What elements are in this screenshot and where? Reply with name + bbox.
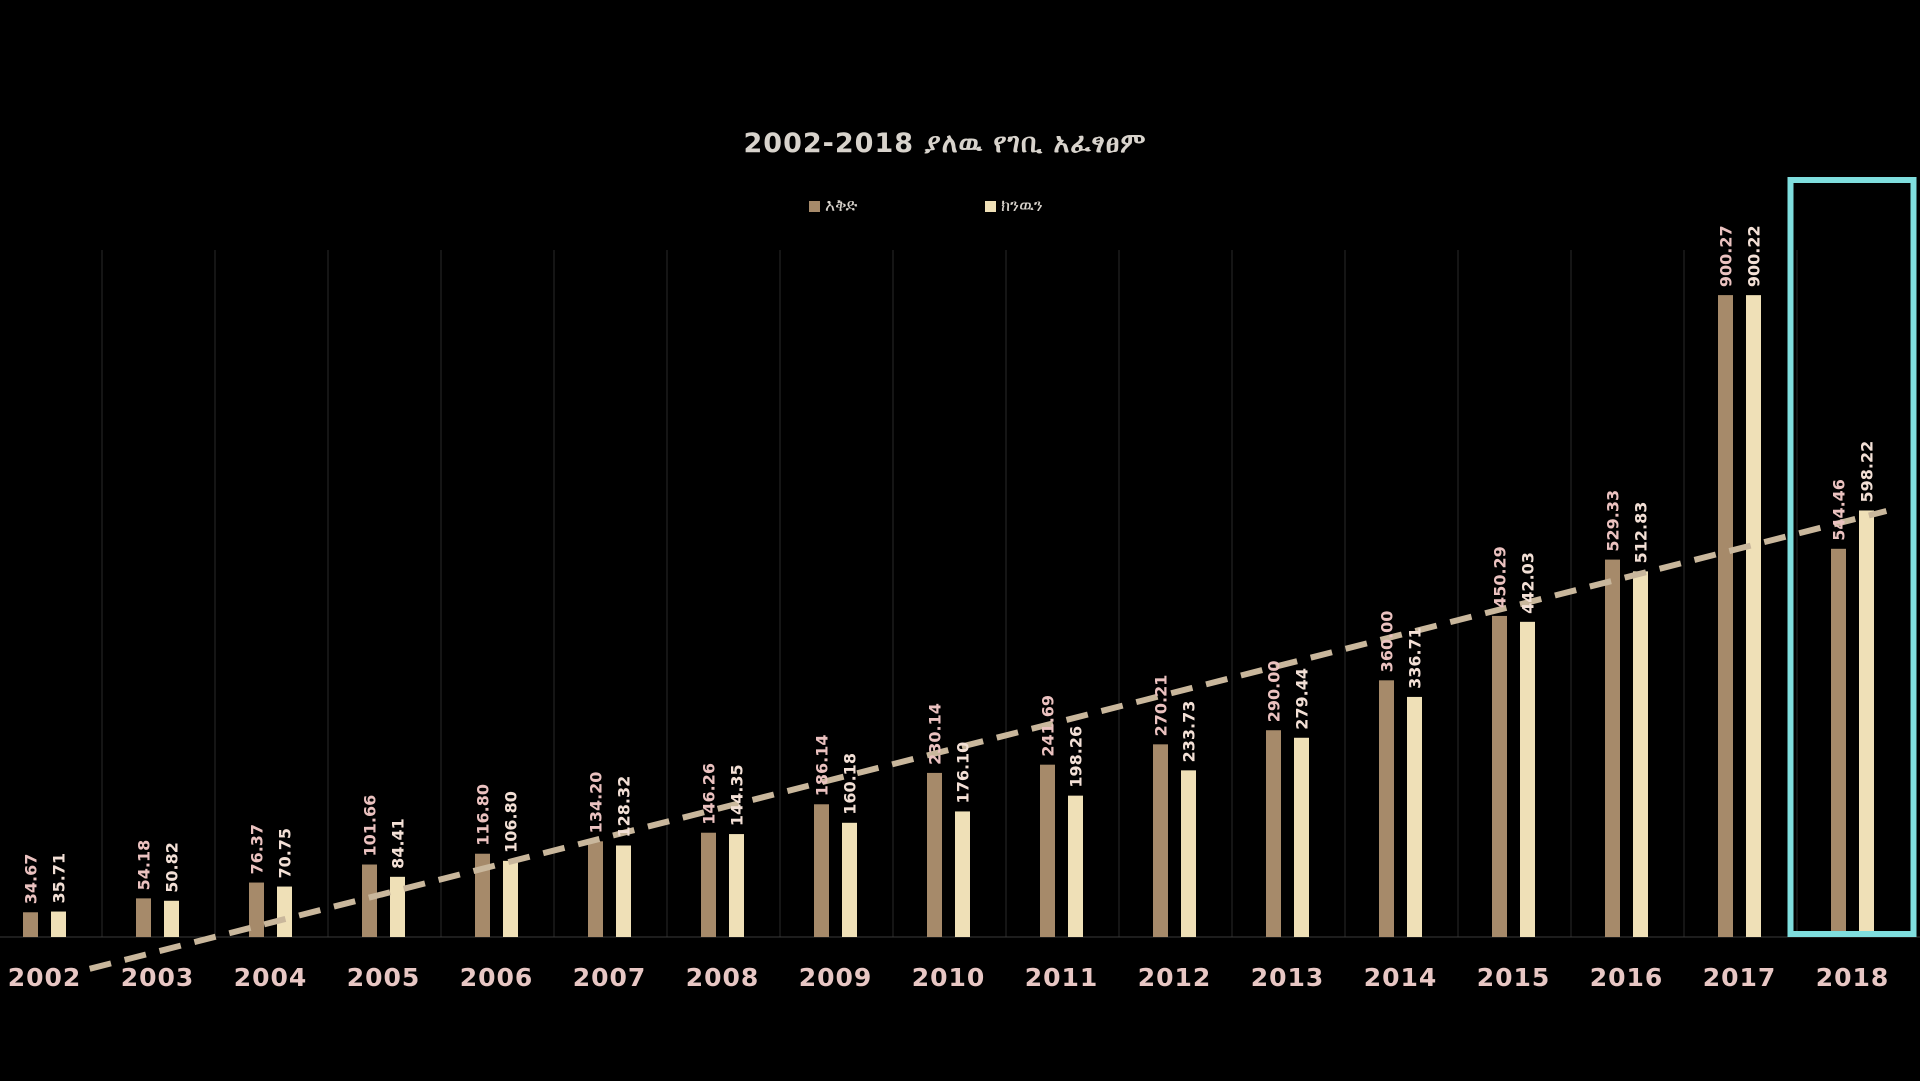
- bars: [23, 295, 1874, 937]
- x-tick-2004: 2004: [234, 963, 308, 992]
- bar-actual-2005: [390, 876, 405, 937]
- data-label-actual-2009: 160.18: [841, 753, 860, 815]
- bar-plan-2015: [1492, 615, 1507, 937]
- data-label-plan-2012: 270.21: [1152, 675, 1171, 737]
- chart-title: 2002-2018 ያለዉ የገቢ አፈፃፀም: [744, 128, 1147, 159]
- bar-actual-2007: [616, 845, 631, 937]
- x-tick-2009: 2009: [799, 963, 873, 992]
- x-tick-2016: 2016: [1590, 963, 1664, 992]
- x-axis-ticks: 2002 2003 2004 2005 2006 2007 2008 2009 2010 2011…: [8, 963, 1890, 992]
- bar-actual-2011: [1068, 795, 1083, 937]
- x-tick-2012: 2012: [1138, 963, 1212, 992]
- data-label-actual-2016: 512.83: [1632, 502, 1651, 564]
- data-label-plan-2003: 54.18: [135, 840, 154, 891]
- x-tick-2002: 2002: [8, 963, 82, 992]
- bar-plan-2013: [1266, 730, 1281, 937]
- x-tick-2017: 2017: [1703, 963, 1777, 992]
- bar-actual-2017: [1746, 295, 1761, 937]
- x-tick-2011: 2011: [1025, 963, 1099, 992]
- trendline-layer: [88, 508, 1888, 972]
- bar-plan-2003: [136, 898, 151, 937]
- bar-actual-2006: [503, 860, 518, 937]
- bar-plan-2008: [701, 832, 716, 937]
- data-label-plan-2015: 450.29: [1491, 546, 1510, 608]
- x-tick-2018: 2018: [1816, 963, 1890, 992]
- data-label-actual-2011: 198.26: [1067, 726, 1086, 788]
- bar-plan-2005: [362, 864, 377, 937]
- data-label-plan-2009: 186.14: [813, 735, 832, 797]
- data-label-actual-2018: 598.22: [1858, 441, 1877, 503]
- data-label-plan-2007: 134.20: [587, 772, 606, 834]
- highlight-box-2018: [1787, 177, 1917, 937]
- bar-actual-2004: [277, 886, 292, 937]
- data-label-plan-2018: 544.46: [1830, 479, 1849, 541]
- data-label-actual-2013: 279.44: [1293, 668, 1312, 730]
- bar-plan-2017: [1718, 295, 1733, 937]
- bar-actual-2012: [1181, 770, 1196, 937]
- data-label-actual-2003: 50.82: [163, 842, 182, 893]
- legend-swatch-actual: [985, 201, 996, 212]
- bar-actual-2010: [955, 811, 970, 937]
- data-label-actual-2015: 442.03: [1519, 552, 1538, 614]
- data-label-actual-2002: 35.71: [50, 853, 69, 904]
- data-label-actual-2008: 144.35: [728, 764, 747, 826]
- data-label-plan-2002: 34.67: [22, 854, 41, 905]
- bar-actual-2013: [1294, 737, 1309, 937]
- bar-plan-2007: [588, 841, 603, 937]
- data-label-plan-2016: 529.33: [1604, 490, 1623, 552]
- data-label-actual-2005: 84.41: [389, 818, 408, 869]
- legend-swatch-plan: [809, 201, 820, 212]
- bar-actual-2003: [164, 900, 179, 937]
- bar-actual-2009: [842, 822, 857, 937]
- bar-plan-2014: [1379, 680, 1394, 937]
- data-label-plan-2017: 900.27: [1717, 225, 1736, 287]
- data-label-plan-2005: 101.66: [361, 795, 380, 857]
- bar-actual-2008: [729, 834, 744, 937]
- bar-plan-2010: [927, 772, 942, 937]
- bar-plan-2018: [1831, 548, 1846, 937]
- x-tick-2003: 2003: [121, 963, 195, 992]
- data-label-plan-2008: 146.26: [700, 763, 719, 825]
- data-label-plan-2006: 116.80: [474, 784, 493, 846]
- data-label-plan-2013: 290.00: [1265, 660, 1284, 722]
- legend: እቅድ ክንዉን: [809, 196, 1043, 216]
- highlight-layer: [1787, 177, 1917, 937]
- data-label-plan-2004: 76.37: [248, 824, 267, 875]
- x-tick-2013: 2013: [1251, 963, 1325, 992]
- bar-plan-2006: [475, 853, 490, 937]
- data-label-actual-2006: 106.80: [502, 791, 521, 853]
- bar-plan-2016: [1605, 559, 1620, 937]
- data-label-actual-2007: 128.32: [615, 776, 634, 838]
- bar-actual-2014: [1407, 696, 1422, 937]
- data-label-actual-2010: 176.10: [954, 742, 973, 804]
- data-label-plan-2010: 230.14: [926, 703, 945, 765]
- data-label-actual-2012: 233.73: [1180, 701, 1199, 763]
- bar-plan-2012: [1153, 744, 1168, 937]
- bar-plan-2011: [1040, 764, 1055, 937]
- data-label-actual-2004: 70.75: [276, 828, 295, 879]
- legend-label-plan: እቅድ: [825, 196, 858, 216]
- bar-plan-2009: [814, 804, 829, 937]
- x-tick-2008: 2008: [686, 963, 760, 992]
- bar-actual-2015: [1520, 621, 1535, 937]
- data-label-actual-2014: 336.71: [1406, 627, 1425, 689]
- bar-actual-2002: [51, 911, 66, 937]
- x-tick-2006: 2006: [460, 963, 534, 992]
- trendline: [88, 508, 1888, 972]
- data-label-plan-2014: 360.00: [1378, 611, 1397, 673]
- legend-label-actual: ክንዉን: [1001, 196, 1043, 216]
- bar-actual-2016: [1633, 571, 1648, 937]
- bar-actual-2018: [1859, 510, 1874, 937]
- data-labels: 34.67 35.71 54.18 50.82 76.37 70.75 101.66 84.4…: [22, 225, 1877, 904]
- x-tick-2014: 2014: [1364, 963, 1438, 992]
- x-tick-2005: 2005: [347, 963, 421, 992]
- bar-plan-2002: [23, 912, 38, 937]
- data-label-actual-2017: 900.22: [1745, 225, 1764, 287]
- bar-plan-2004: [249, 882, 264, 937]
- data-label-plan-2011: 241.69: [1039, 695, 1058, 757]
- x-tick-2015: 2015: [1477, 963, 1551, 992]
- x-tick-2007: 2007: [573, 963, 647, 992]
- x-tick-2010: 2010: [912, 963, 986, 992]
